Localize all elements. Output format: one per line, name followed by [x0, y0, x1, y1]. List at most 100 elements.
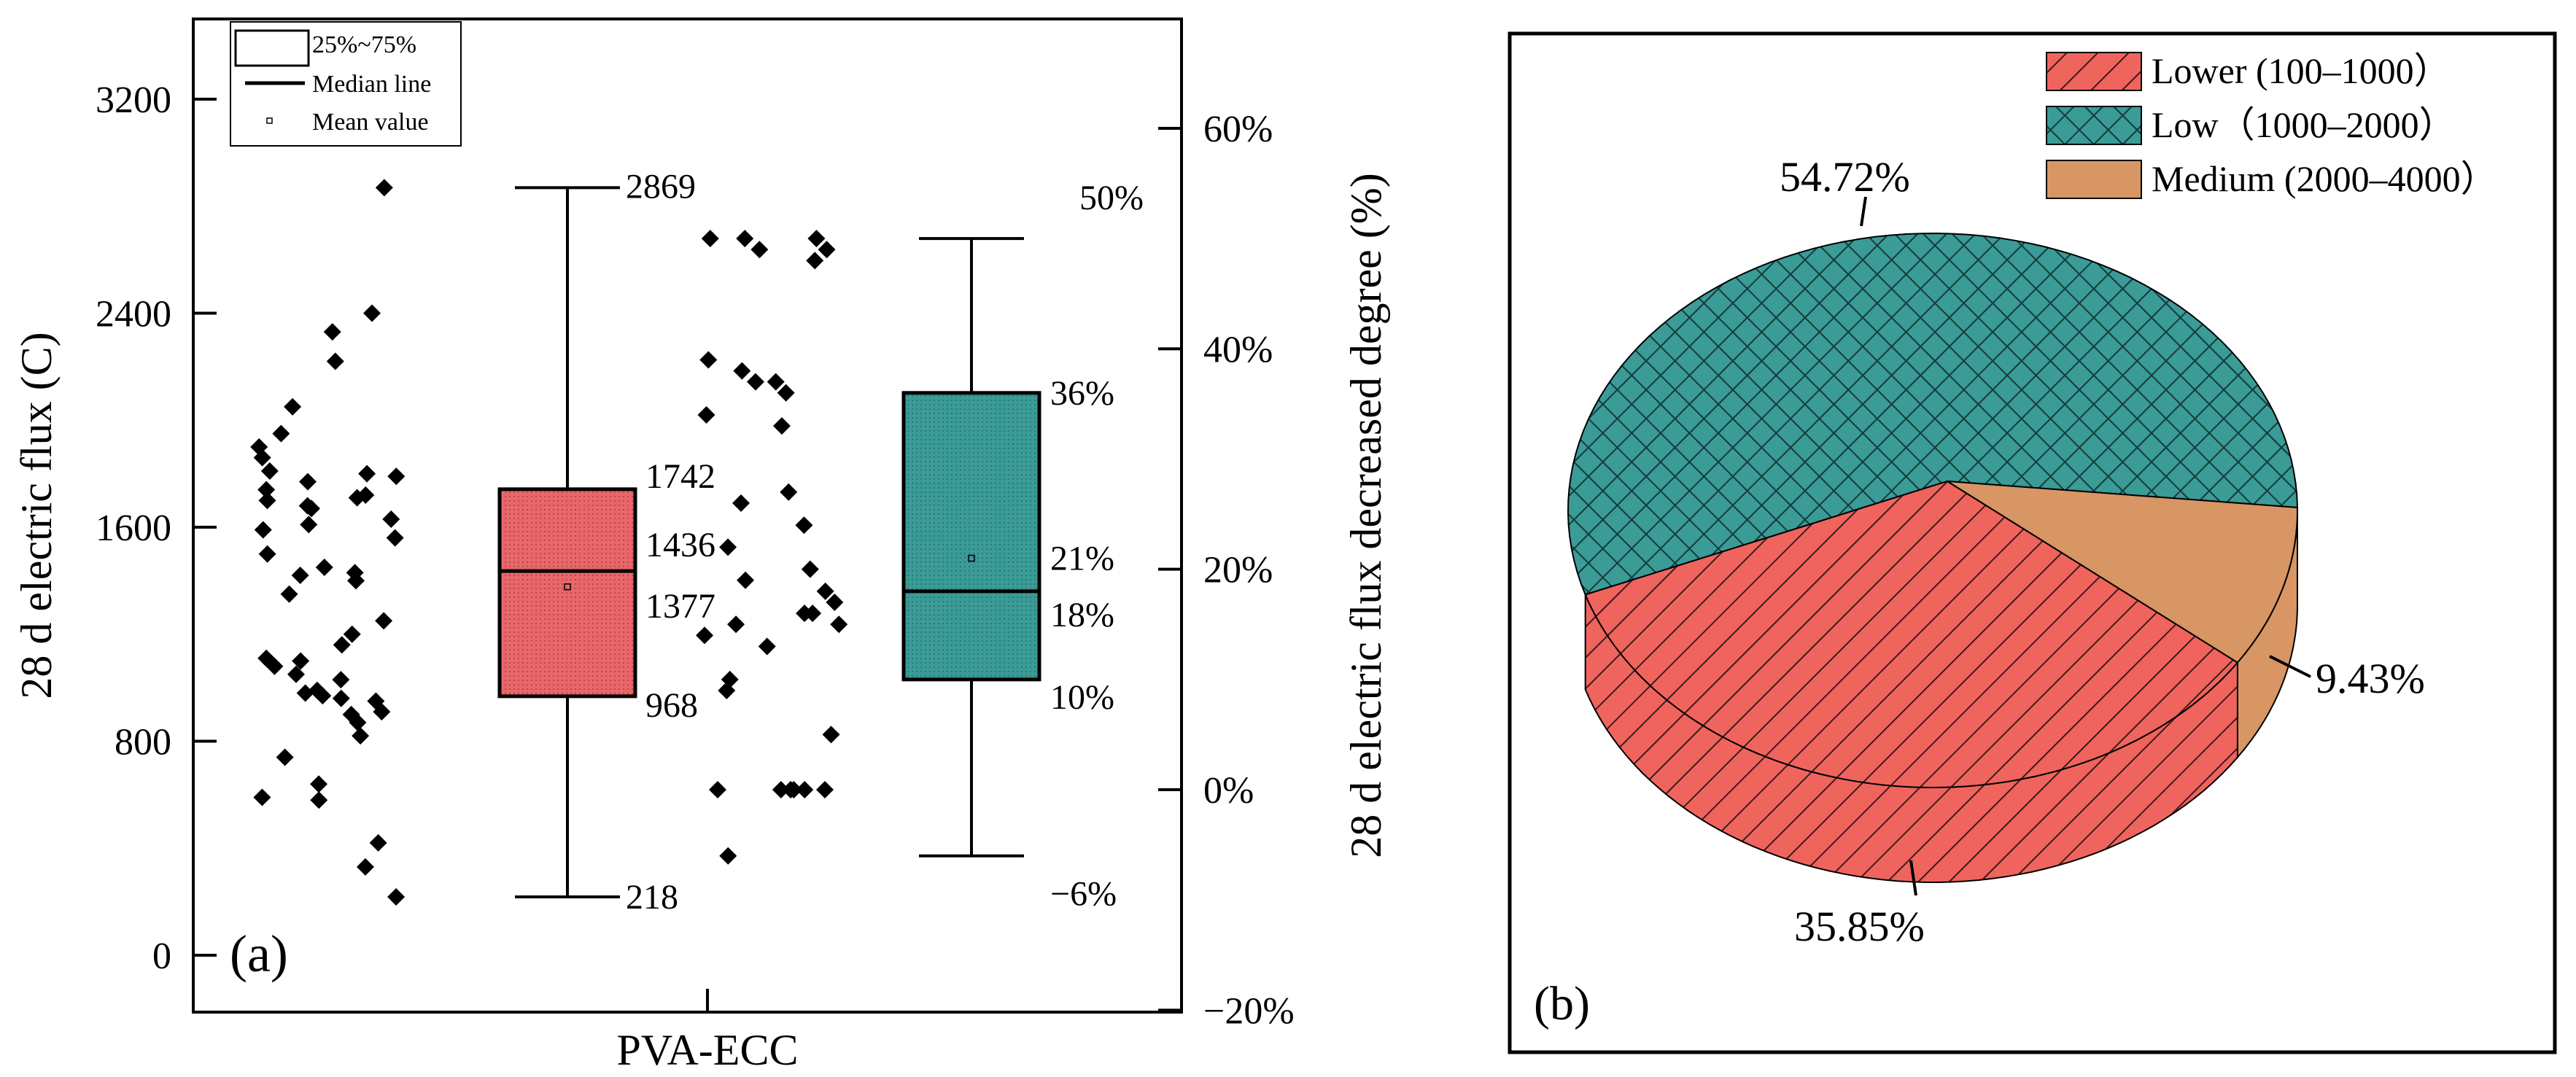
flux-data-point: [258, 491, 276, 510]
decrease-data-point: [796, 781, 814, 798]
left-tick-label: 3200: [96, 79, 171, 121]
flux-data-point: [375, 179, 393, 197]
flux-data-point: [349, 713, 367, 731]
flux-data-point: [343, 625, 361, 643]
decrease-data-point: [733, 362, 751, 380]
decrease-iqr-box: [901, 391, 1041, 682]
legend-swatch-lower: [2046, 52, 2142, 91]
right-y-axis-title: 28 d electric flux decreased degree (%): [1342, 173, 1390, 858]
flux-data-point: [296, 684, 314, 702]
flux-data-point: [257, 481, 276, 499]
decrease-data-point: [804, 604, 822, 623]
flux-data-point: [348, 489, 366, 507]
decrease-data-point: [772, 417, 791, 435]
flux-mean-marker: [564, 583, 571, 591]
left-axis: 0 800 1600 2400 3200: [96, 79, 217, 977]
flux-data-point: [276, 748, 294, 766]
left-tick-label: 1600: [96, 508, 171, 549]
x-axis-title: PVA-ECC: [617, 1026, 799, 1074]
legend-median-label: Median line: [312, 71, 431, 98]
decrease-min-label: −6%: [1050, 875, 1117, 914]
decrease-data-point: [830, 615, 848, 634]
left-tick-label: 2400: [96, 294, 171, 335]
flux-data-point: [258, 545, 276, 563]
flux-data-point: [254, 521, 272, 539]
decrease-data-point: [719, 847, 737, 865]
leader-line-low: [1860, 196, 1867, 227]
right-tick-label: 60%: [1203, 109, 1273, 150]
flux-q1-label: 968: [645, 686, 698, 725]
flux-data-point: [347, 572, 365, 590]
box-elements: 2869 1742 1436 1377 968 218 50% 36% 21% 18% 10% −6%: [497, 167, 1144, 917]
decrease-data-point: [758, 637, 776, 656]
flux-data-point: [291, 567, 309, 585]
flux-data-point: [310, 791, 328, 809]
flux-data-point: [386, 529, 404, 547]
leader-line-medium: [2269, 655, 2311, 678]
decrease-data-point: [777, 384, 795, 402]
flux-data-point: [352, 727, 370, 745]
decrease-data-point: [806, 252, 824, 270]
legend-label-medium: Medium (2000–4000）: [2152, 158, 2497, 199]
pie-panel: (b) Lower (100–1000） Low（1000–2000） Medi…: [1508, 31, 2557, 1054]
decrease-data-point: [801, 560, 819, 578]
decrease-data-point: [697, 406, 715, 424]
decrease-data-point: [737, 571, 755, 589]
legend-mean-swatch: [266, 117, 273, 124]
flux-data-point: [287, 665, 305, 683]
flux-q3-label: 1742: [645, 457, 715, 496]
plot-frame: [192, 18, 1183, 1014]
decrease-median-label: 18%: [1050, 596, 1114, 634]
slice-label-medium: 9.43%: [2316, 655, 2425, 702]
left-tick-label: 0: [152, 936, 171, 977]
flux-data-point: [326, 352, 344, 370]
legend-label-low: Low（1000–2000）: [2152, 104, 2456, 145]
flux-data-point: [375, 612, 393, 630]
panel-label-a: (a): [230, 925, 288, 983]
pie-slice-lower: [1584, 480, 2239, 789]
legend-box-swatch: [234, 29, 310, 67]
flux-data-point: [253, 788, 271, 806]
flux-data-point: [382, 510, 400, 528]
flux-data-point: [333, 636, 351, 654]
flux-data-point: [253, 448, 271, 467]
flux-data-point: [310, 775, 328, 793]
pie-legend: Lower (100–1000） Low（1000–2000） Medium (…: [2046, 50, 2497, 199]
pie-frame: [1508, 31, 2557, 1054]
flux-iqr-box: [497, 487, 637, 699]
flux-data-point: [280, 585, 298, 603]
decrease-data-point: [780, 483, 798, 501]
decrease-data-point: [818, 241, 836, 259]
legend-box-label: 25%~75%: [312, 31, 416, 58]
flux-min-label: 218: [626, 878, 678, 917]
slice-label-lower: 35.85%: [1794, 903, 1925, 950]
flux-mean-label: 1377: [645, 587, 715, 626]
slice-label-low: 54.72%: [1780, 153, 1910, 201]
pie-slice-low: [1567, 232, 2299, 596]
decrease-data-point: [822, 726, 840, 744]
decrease-data-point: [732, 494, 750, 512]
flux-median-label: 1436: [645, 526, 715, 564]
leader-line-lower: [1909, 860, 1917, 896]
decrease-data-point: [826, 594, 844, 612]
decrease-data-point: [815, 781, 834, 798]
flux-data-point: [303, 499, 321, 518]
decrease-data-point: [750, 241, 769, 259]
flux-data-point: [387, 888, 406, 906]
decrease-data-point: [746, 373, 764, 391]
flux-data-point: [373, 703, 391, 721]
decrease-data-point: [772, 781, 790, 798]
right-tick-label: 0%: [1203, 770, 1254, 812]
flux-data-point: [299, 473, 317, 491]
flux-data-point: [315, 559, 333, 577]
flux-data-point: [332, 671, 350, 689]
flux-data-point: [369, 833, 387, 852]
box-plot-panel: 0 800 1600 2400 3200 −20% 0% 20% 40% 60% PVA-ECC…: [12, 18, 1390, 1074]
right-tick-label: 40%: [1203, 329, 1273, 370]
right-axis: −20% 0% 20% 40% 60%: [1158, 109, 1295, 1032]
flux-data-point: [260, 462, 279, 480]
legend-swatch-low: [2046, 106, 2142, 145]
left-y-axis-title: 28 d electric flux (C): [12, 332, 61, 699]
decrease-data-point: [767, 373, 785, 391]
